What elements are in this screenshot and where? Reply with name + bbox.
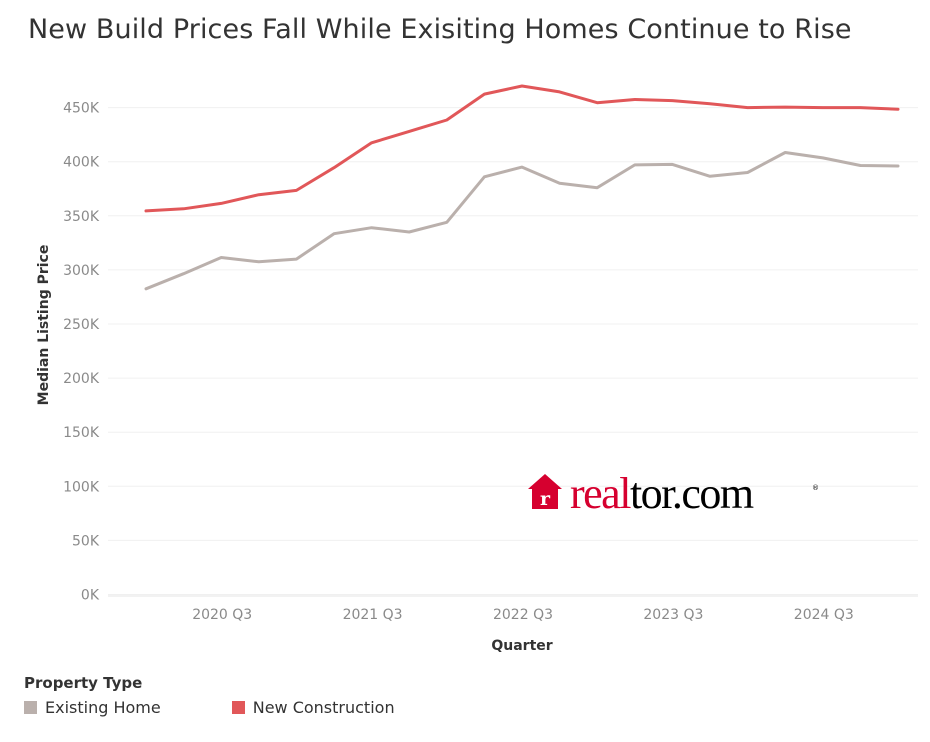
legend: Property Type Existing Home New Construc… bbox=[24, 674, 395, 717]
data-point-new-construction[interactable] bbox=[781, 103, 789, 111]
data-point-new-construction[interactable] bbox=[744, 104, 752, 112]
data-point-new-construction[interactable] bbox=[631, 95, 639, 103]
data-point-new-construction[interactable] bbox=[480, 90, 488, 98]
y-tick-label: 450K bbox=[63, 101, 100, 117]
x-tick-label: 2023 Q3 bbox=[643, 607, 703, 623]
data-point-new-construction[interactable] bbox=[368, 139, 376, 147]
svg-text:®: ® bbox=[812, 484, 819, 492]
legend-swatch-new-construction bbox=[231, 701, 245, 714]
line-chart: 0K 50K 100K 150K 200K 250K 300K 350K 400K 450K 20… bbox=[36, 82, 918, 654]
data-point-existing-home[interactable] bbox=[856, 161, 864, 169]
data-point-new-construction[interactable] bbox=[255, 191, 263, 199]
data-point-existing-home[interactable] bbox=[556, 179, 564, 187]
y-tick-label: 300K bbox=[63, 263, 100, 279]
data-point-existing-home[interactable] bbox=[631, 161, 639, 169]
x-tick-label: 2024 Q3 bbox=[794, 607, 854, 623]
legend-item-existing-home[interactable]: Existing Home bbox=[24, 698, 161, 717]
y-tick-label: 200K bbox=[63, 371, 100, 387]
x-tick-label: 2022 Q3 bbox=[493, 607, 553, 623]
data-point-new-construction[interactable] bbox=[556, 88, 564, 96]
y-tick-label: 100K bbox=[63, 479, 100, 495]
y-tick-label: 0K bbox=[81, 588, 100, 604]
data-point-new-construction[interactable] bbox=[217, 199, 225, 207]
series-line-existing-home[interactable] bbox=[144, 151, 900, 291]
data-point-existing-home[interactable] bbox=[330, 230, 338, 238]
data-point-existing-home[interactable] bbox=[217, 253, 225, 261]
y-tick-label: 150K bbox=[63, 425, 100, 441]
legend-label-new-construction: New Construction bbox=[252, 698, 395, 717]
data-point-existing-home[interactable] bbox=[142, 285, 150, 293]
data-point-new-construction[interactable] bbox=[405, 127, 413, 135]
data-point-existing-home[interactable] bbox=[894, 162, 902, 170]
data-point-new-construction[interactable] bbox=[668, 97, 676, 105]
x-axis-ticks: 2020 Q3 2021 Q3 2022 Q3 2023 Q3 2024 Q3 bbox=[192, 607, 854, 623]
data-point-new-construction[interactable] bbox=[180, 205, 188, 213]
data-point-new-construction[interactable] bbox=[443, 116, 451, 124]
y-tick-label: 50K bbox=[72, 533, 100, 549]
data-point-existing-home[interactable] bbox=[368, 224, 376, 232]
legend-title: Property Type bbox=[24, 674, 143, 692]
data-point-new-construction[interactable] bbox=[518, 82, 526, 90]
data-point-existing-home[interactable] bbox=[480, 173, 488, 181]
grid-layer bbox=[108, 107, 918, 597]
data-point-existing-home[interactable] bbox=[668, 160, 676, 168]
x-axis-title: Quarter bbox=[491, 638, 552, 654]
x-tick-label: 2020 Q3 bbox=[192, 607, 252, 623]
data-point-existing-home[interactable] bbox=[180, 270, 188, 278]
data-point-existing-home[interactable] bbox=[819, 154, 827, 162]
data-point-new-construction[interactable] bbox=[856, 104, 864, 112]
data-point-new-construction[interactable] bbox=[819, 104, 827, 112]
data-point-existing-home[interactable] bbox=[405, 228, 413, 236]
data-point-new-construction[interactable] bbox=[142, 207, 150, 215]
data-point-existing-home[interactable] bbox=[706, 172, 714, 180]
data-point-existing-home[interactable] bbox=[292, 255, 300, 263]
y-axis-ticks: 0K 50K 100K 150K 200K 250K 300K 350K 400K 450K bbox=[63, 101, 100, 604]
series-layer bbox=[142, 82, 902, 293]
chart-title: New Build Prices Fall While Exisiting Ho… bbox=[28, 14, 852, 45]
series-line-new-construction[interactable] bbox=[144, 84, 900, 213]
house-r-icon: r bbox=[528, 474, 562, 510]
y-tick-label: 400K bbox=[63, 155, 100, 171]
realtor-logo: r realtor.com ® bbox=[528, 469, 819, 518]
data-point-existing-home[interactable] bbox=[593, 184, 601, 192]
x-tick-label: 2021 Q3 bbox=[343, 607, 403, 623]
data-point-existing-home[interactable] bbox=[518, 163, 526, 171]
legend-label-existing-home: Existing Home bbox=[45, 698, 161, 717]
legend-swatch-existing-home bbox=[24, 701, 37, 714]
data-point-existing-home[interactable] bbox=[255, 258, 263, 266]
y-tick-label: 250K bbox=[63, 317, 100, 333]
data-point-new-construction[interactable] bbox=[593, 99, 601, 107]
y-axis-title: Median Listing Price bbox=[36, 245, 52, 406]
data-point-new-construction[interactable] bbox=[894, 105, 902, 113]
realtor-logo-text: realtor.com bbox=[570, 469, 754, 518]
legend-item-new-construction[interactable]: New Construction bbox=[231, 698, 395, 717]
data-point-new-construction[interactable] bbox=[706, 100, 714, 108]
data-point-new-construction[interactable] bbox=[292, 186, 300, 194]
data-point-new-construction[interactable] bbox=[330, 164, 338, 172]
y-tick-label: 350K bbox=[63, 209, 100, 225]
data-point-existing-home[interactable] bbox=[443, 218, 451, 226]
svg-text:r: r bbox=[540, 488, 551, 510]
data-point-existing-home[interactable] bbox=[744, 169, 752, 177]
data-point-existing-home[interactable] bbox=[781, 149, 789, 157]
